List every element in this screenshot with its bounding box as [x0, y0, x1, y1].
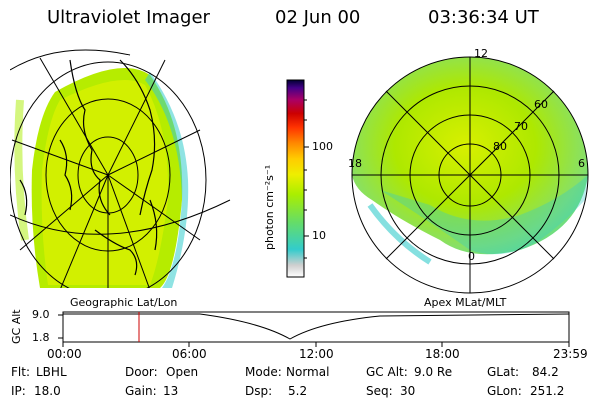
info-mode-value: Normal — [286, 365, 330, 379]
info-ip-label: IP: — [11, 384, 26, 398]
mlt-label-0: 0 — [468, 250, 475, 263]
timeline-xtick-2359: 23:59 — [553, 347, 588, 361]
geographic-image — [10, 49, 231, 288]
date-label: 02 Jun 00 — [275, 7, 361, 28]
info-glat-value: 84.2 — [532, 365, 559, 379]
info-seq-label: Seq: — [366, 384, 393, 398]
timeline-ytick-max: 9.0 — [32, 308, 50, 321]
timeline-ytick-min: 1.8 — [32, 331, 50, 344]
mlt-label-6: 6 — [578, 157, 585, 170]
mlt-label-18: 18 — [348, 157, 362, 170]
info-gain-value: 13 — [163, 384, 179, 398]
info-glat-label: GLat: — [487, 365, 520, 379]
colorbar-tick-10: 10 — [312, 229, 326, 242]
lat-label-80: 80 — [493, 140, 507, 153]
app-title: Ultraviolet Imager — [47, 7, 210, 28]
polar-grid — [351, 56, 589, 294]
timeline-xtick-1800: 18:00 — [425, 347, 460, 361]
info-glon-value: 251.2 — [530, 384, 565, 398]
colorbar-ticks — [304, 99, 309, 259]
timeline-ylabel: GC Alt — [10, 309, 23, 344]
info-flt-label: Flt: — [11, 365, 30, 379]
info-mode-label: Mode: — [245, 365, 282, 379]
info-gcalt-label: GC Alt: — [366, 365, 408, 379]
info-dsp-label: Dsp: — [245, 384, 273, 398]
altitude-curve — [63, 313, 570, 340]
info-gcalt-value: 9.0 Re — [414, 365, 453, 379]
timeline-xtick-1200: 12:00 — [299, 347, 334, 361]
colorbar-tick-100: 100 — [312, 140, 333, 153]
time-label: 03:36:34 UT — [428, 7, 539, 28]
info-door-label: Door: — [125, 365, 158, 379]
info-flt-value: LBHL — [36, 365, 67, 379]
info-dsp-value: 5.2 — [288, 384, 308, 398]
mlt-label-12: 12 — [474, 47, 488, 60]
left-panel-caption: Geographic Lat/Lon — [70, 296, 178, 309]
right-panel-caption: Apex MLat/MLT — [424, 296, 507, 309]
lat-label-60: 60 — [534, 98, 548, 111]
info-gain-label: Gain: — [125, 384, 157, 398]
timeline-axis-ticks — [58, 314, 570, 347]
lat-label-70: 70 — [514, 120, 528, 133]
colorbar-unit-label: photon cm⁻²s⁻¹ — [263, 164, 276, 250]
timeline-xtick-0000: 00:00 — [47, 347, 82, 361]
colorbar — [286, 79, 305, 278]
info-door-value: Open — [166, 365, 199, 379]
info-glon-label: GLon: — [487, 384, 522, 398]
timeline-xtick-0600: 06:00 — [172, 347, 207, 361]
info-seq-value: 30 — [400, 384, 416, 398]
info-ip-value: 18.0 — [34, 384, 61, 398]
